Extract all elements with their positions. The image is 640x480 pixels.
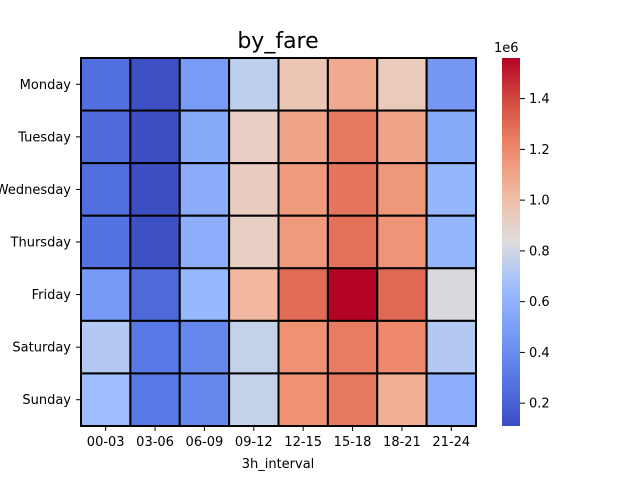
heatmap-cell xyxy=(80,319,132,375)
heatmap-cell xyxy=(277,162,329,217)
heatmap-cell xyxy=(425,162,477,217)
x-tick-labels: 00-03 03-06 06-09 09-12 12-15 15-18 18-21 21-24 xyxy=(87,426,470,450)
heatmap-cell xyxy=(326,319,379,375)
x-tick-label: 00-03 xyxy=(87,435,125,450)
x-tick-label: 21-24 xyxy=(432,435,470,450)
y-tick-label: Thursday xyxy=(10,236,72,251)
colorbar-tick-label: 0.4 xyxy=(529,346,550,361)
colorbar: 0.2 0.4 0.6 0.8 1.0 1.2 1.4 1e6 xyxy=(494,41,550,426)
heatmap-cell xyxy=(129,57,181,112)
x-tick-label: 09-12 xyxy=(235,435,273,450)
y-tick-label: Wednesday xyxy=(0,183,71,198)
colorbar-tick-label: 0.8 xyxy=(529,244,550,259)
heatmap-cell xyxy=(376,372,428,427)
chart-title: by_fare xyxy=(237,29,318,54)
x-tick-label: 06-09 xyxy=(186,435,224,450)
x-tick-label: 12-15 xyxy=(284,435,322,450)
heatmap-cell xyxy=(80,372,132,427)
y-tick-label: Sunday xyxy=(22,393,71,408)
heatmap-cell xyxy=(326,109,379,165)
heatmap-cell xyxy=(326,267,379,322)
heatmap-cell xyxy=(425,109,477,165)
y-tick-label: Saturday xyxy=(12,341,71,356)
heatmap-cell xyxy=(178,57,231,112)
heatmap-cell xyxy=(277,372,329,427)
heatmap-cell xyxy=(129,162,181,217)
heatmap-cell xyxy=(80,57,132,112)
heatmap-cell xyxy=(376,57,428,112)
y-tick-label: Tuesday xyxy=(17,130,71,145)
heatmap-cell xyxy=(228,372,280,427)
colorbar-offset-label: 1e6 xyxy=(494,41,519,56)
heatmap-cell xyxy=(228,214,280,270)
colorbar-gradient xyxy=(502,58,520,426)
heatmap-cell xyxy=(80,267,132,322)
heatmap-cell xyxy=(425,372,477,427)
x-tick-label: 03-06 xyxy=(136,435,174,450)
heatmap-cell xyxy=(228,57,280,112)
heatmap-cells xyxy=(80,57,477,427)
heatmap-cell xyxy=(129,372,181,427)
heatmap-cell xyxy=(425,57,477,112)
heatmap-cell xyxy=(178,214,231,270)
x-axis-label: 3h_interval xyxy=(242,457,315,472)
heatmap-cell xyxy=(178,372,231,427)
heatmap-cell xyxy=(425,267,477,322)
colorbar-tick-label: 1.4 xyxy=(529,92,550,107)
heatmap-cell xyxy=(277,214,329,270)
heatmap-cell xyxy=(228,109,280,165)
heatmap-cell xyxy=(228,319,280,375)
heatmap-cell xyxy=(178,162,231,217)
x-tick-label: 15-18 xyxy=(334,435,372,450)
heatmap-cell xyxy=(376,319,428,375)
colorbar-tick-label: 0.2 xyxy=(529,397,550,412)
heatmap-cell xyxy=(178,319,231,375)
heatmap-cell xyxy=(326,214,379,270)
y-tick-label: Friday xyxy=(32,288,72,303)
heatmap-cell xyxy=(326,372,379,427)
heatmap-cell xyxy=(376,214,428,270)
heatmap-cell xyxy=(425,214,477,270)
heatmap-cell xyxy=(80,109,132,165)
heatmap-cell xyxy=(80,162,132,217)
heatmap-cell xyxy=(277,267,329,322)
heatmap-cell xyxy=(228,162,280,217)
heatmap-cell xyxy=(326,162,379,217)
heatmap-cell xyxy=(178,267,231,322)
heatmap-cell xyxy=(326,57,379,112)
heatmap-cell xyxy=(277,109,329,165)
heatmap-cell xyxy=(80,214,132,270)
heatmap-cell xyxy=(376,267,428,322)
heatmap-cell xyxy=(425,319,477,375)
y-tick-labels: Monday Tuesday Wednesday Thursday Friday Satu… xyxy=(0,78,81,408)
heatmap-cell xyxy=(376,109,428,165)
heatmap-cell xyxy=(277,57,329,112)
colorbar-tick-label: 1.0 xyxy=(529,194,550,209)
heatmap-cell xyxy=(129,319,181,375)
y-tick-label: Monday xyxy=(20,78,72,93)
heatmap-cell xyxy=(178,109,231,165)
heatmap-cell xyxy=(129,267,181,322)
x-tick-label: 18-21 xyxy=(383,435,421,450)
colorbar-tick-label: 1.2 xyxy=(529,143,550,158)
heatmap-cell xyxy=(129,214,181,270)
colorbar-tick-label: 0.6 xyxy=(529,295,550,310)
heatmap-cell xyxy=(376,162,428,217)
heatmap-cell xyxy=(228,267,280,322)
heatmap-cell xyxy=(129,109,181,165)
heatmap-cell xyxy=(277,319,329,375)
